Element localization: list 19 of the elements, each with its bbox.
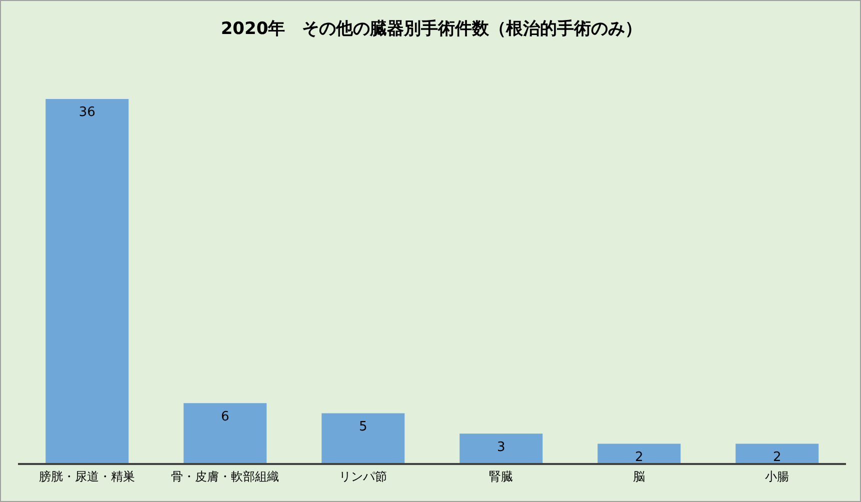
x-tick-label: 膀胱・尿道・精巣 bbox=[39, 470, 135, 484]
x-tick-label: 腎臓 bbox=[489, 470, 513, 484]
x-tick-label: 小腸 bbox=[765, 470, 789, 484]
bar bbox=[184, 403, 267, 464]
data-label: 2 bbox=[634, 450, 644, 465]
bar bbox=[322, 413, 405, 464]
bar bbox=[598, 444, 681, 464]
bar bbox=[460, 434, 543, 464]
data-label: 2 bbox=[772, 450, 782, 465]
data-label: 5 bbox=[358, 420, 368, 435]
x-tick-label: 脳 bbox=[633, 470, 645, 484]
bar bbox=[46, 99, 129, 464]
x-tick-label: リンパ節 bbox=[339, 470, 387, 484]
bar bbox=[736, 444, 819, 464]
data-label: 36 bbox=[78, 105, 96, 120]
data-label: 6 bbox=[220, 409, 230, 424]
x-tick-label: 骨・皮膚・軟部組織 bbox=[171, 470, 279, 484]
chart-title: 2020年 その他の臓器別手術件数（根治的手術のみ） bbox=[220, 18, 644, 40]
data-label: 3 bbox=[496, 440, 506, 455]
